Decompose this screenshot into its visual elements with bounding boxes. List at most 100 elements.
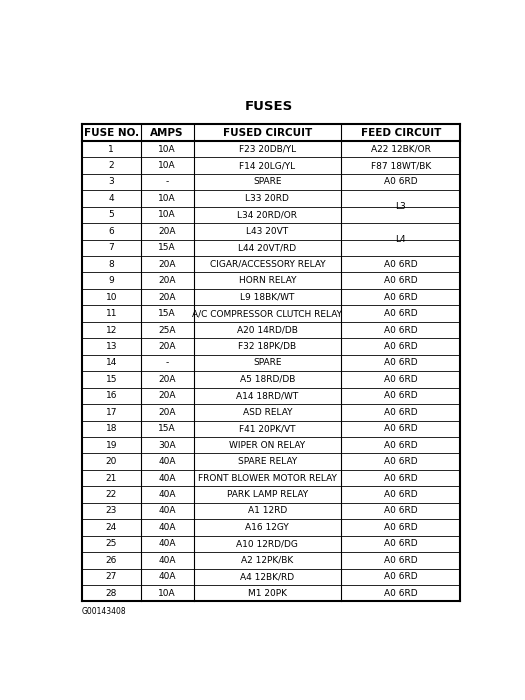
Text: A1 12RD: A1 12RD (248, 507, 287, 515)
Text: A0 6RD: A0 6RD (384, 276, 417, 285)
Text: 24: 24 (106, 523, 117, 532)
Text: 40A: 40A (159, 490, 176, 499)
Text: A0 6RD: A0 6RD (384, 293, 417, 302)
Text: 9: 9 (108, 276, 114, 285)
Text: 40A: 40A (159, 573, 176, 581)
Text: 20A: 20A (159, 391, 176, 400)
Text: 7: 7 (108, 244, 114, 252)
Text: A22 12BK/OR: A22 12BK/OR (371, 145, 430, 153)
Text: 40A: 40A (159, 474, 176, 482)
Text: PARK LAMP RELAY: PARK LAMP RELAY (227, 490, 308, 499)
Text: 20A: 20A (159, 408, 176, 416)
Text: A0 6RD: A0 6RD (384, 523, 417, 532)
Text: A0 6RD: A0 6RD (384, 556, 417, 565)
Text: 20A: 20A (159, 375, 176, 384)
Text: 20A: 20A (159, 260, 176, 269)
Text: 10A: 10A (158, 589, 176, 598)
Text: 11: 11 (106, 309, 117, 318)
Bar (342, 239, 459, 240)
Text: FUSED CIRCUIT: FUSED CIRCUIT (223, 127, 312, 138)
Text: 28: 28 (106, 589, 117, 598)
Text: 30A: 30A (158, 441, 176, 449)
Text: L9 18BK/WT: L9 18BK/WT (240, 293, 295, 302)
Text: 15A: 15A (158, 244, 176, 252)
Text: F23 20DB/YL: F23 20DB/YL (239, 145, 296, 153)
Text: FRONT BLOWER MOTOR RELAY: FRONT BLOWER MOTOR RELAY (198, 474, 337, 482)
Text: 13: 13 (106, 342, 117, 351)
Text: SPARE: SPARE (253, 178, 281, 186)
Text: -: - (165, 358, 169, 368)
Text: A0 6RD: A0 6RD (384, 408, 417, 416)
Text: F87 18WT/BK: F87 18WT/BK (371, 161, 431, 170)
Text: 10A: 10A (158, 161, 176, 170)
Text: 10: 10 (106, 293, 117, 302)
Text: 40A: 40A (159, 540, 176, 548)
Bar (82, 125, 460, 601)
Text: A0 6RD: A0 6RD (384, 441, 417, 449)
Text: FUSE NO.: FUSE NO. (83, 127, 139, 138)
Text: 26: 26 (106, 556, 117, 565)
Text: 22: 22 (106, 490, 117, 499)
Text: A0 6RD: A0 6RD (384, 309, 417, 318)
Text: M1 20PK: M1 20PK (248, 589, 287, 598)
Text: A/C COMPRESSOR CLUTCH RELAY: A/C COMPRESSOR CLUTCH RELAY (192, 309, 342, 318)
Text: 10A: 10A (158, 211, 176, 219)
Text: FUSES: FUSES (245, 100, 293, 113)
Text: 4: 4 (109, 194, 114, 203)
Text: 10A: 10A (158, 194, 176, 203)
Text: SPARE RELAY: SPARE RELAY (238, 457, 297, 466)
Text: 12: 12 (106, 326, 117, 335)
Text: 40A: 40A (159, 457, 176, 466)
Text: A0 6RD: A0 6RD (384, 391, 417, 400)
Text: A2 12PK/BK: A2 12PK/BK (241, 556, 293, 565)
Text: WIPER ON RELAY: WIPER ON RELAY (229, 441, 306, 449)
Text: 18: 18 (106, 424, 117, 433)
Text: 40A: 40A (159, 507, 176, 515)
Text: 8: 8 (108, 260, 114, 269)
Text: A0 6RD: A0 6RD (384, 457, 417, 466)
Text: 2: 2 (109, 161, 114, 170)
Text: A0 6RD: A0 6RD (384, 178, 417, 186)
Text: 20A: 20A (159, 276, 176, 285)
Text: F41 20PK/VT: F41 20PK/VT (239, 424, 296, 433)
Text: 23: 23 (106, 507, 117, 515)
Text: L34 20RD/OR: L34 20RD/OR (237, 211, 297, 219)
Text: 16: 16 (106, 391, 117, 400)
Text: 1: 1 (108, 145, 114, 153)
Text: L3: L3 (395, 202, 406, 211)
Text: A0 6RD: A0 6RD (384, 326, 417, 335)
Text: L33 20RD: L33 20RD (245, 194, 289, 203)
Text: CIGAR/ACCESSORY RELAY: CIGAR/ACCESSORY RELAY (209, 260, 325, 269)
Text: 20: 20 (106, 457, 117, 466)
Text: A0 6RD: A0 6RD (384, 589, 417, 598)
Text: 20A: 20A (159, 293, 176, 302)
Text: 20A: 20A (159, 342, 176, 351)
Text: L4: L4 (395, 235, 406, 244)
Text: G00143408: G00143408 (82, 607, 127, 616)
Bar (342, 206, 459, 207)
Text: AMPS: AMPS (150, 127, 184, 138)
Text: 15: 15 (106, 375, 117, 384)
Text: A14 18RD/WT: A14 18RD/WT (236, 391, 298, 400)
Text: A0 6RD: A0 6RD (384, 540, 417, 548)
Text: SPARE: SPARE (253, 358, 281, 368)
Text: 17: 17 (106, 408, 117, 416)
Text: L44 20VT/RD: L44 20VT/RD (238, 244, 297, 252)
Text: 15A: 15A (158, 424, 176, 433)
Text: 19: 19 (106, 441, 117, 449)
Text: 40A: 40A (159, 523, 176, 532)
Text: A20 14RD/DB: A20 14RD/DB (237, 326, 298, 335)
Text: A0 6RD: A0 6RD (384, 342, 417, 351)
Text: A0 6RD: A0 6RD (384, 507, 417, 515)
Text: A0 6RD: A0 6RD (384, 490, 417, 499)
Text: A0 6RD: A0 6RD (384, 260, 417, 269)
Text: 6: 6 (108, 227, 114, 236)
Text: A16 12GY: A16 12GY (246, 523, 289, 532)
Text: A0 6RD: A0 6RD (384, 358, 417, 368)
Text: A0 6RD: A0 6RD (384, 424, 417, 433)
Text: 27: 27 (106, 573, 117, 581)
Text: F14 20LG/YL: F14 20LG/YL (239, 161, 296, 170)
Text: HORN RELAY: HORN RELAY (238, 276, 296, 285)
Text: 5: 5 (108, 211, 114, 219)
Text: F32 18PK/DB: F32 18PK/DB (238, 342, 297, 351)
